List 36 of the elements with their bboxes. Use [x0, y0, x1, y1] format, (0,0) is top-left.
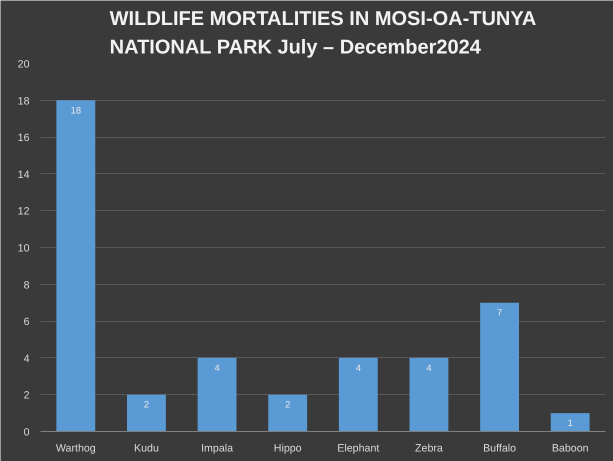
bar: [56, 100, 96, 432]
x-tick-label: Kudu: [134, 442, 159, 454]
x-tick-label: Warthog: [56, 442, 96, 454]
y-tick-label: 20: [18, 58, 30, 70]
y-tick-label: 16: [18, 132, 30, 144]
bar: [550, 413, 590, 432]
y-tick-label: 12: [18, 206, 30, 218]
x-tick-label: Impala: [201, 442, 234, 454]
y-tick-label: 6: [24, 316, 30, 328]
data-label: 7: [496, 308, 502, 318]
y-tick-label: 8: [24, 279, 30, 292]
y-tick-label: 14: [18, 168, 30, 181]
data-label: 1: [568, 418, 573, 428]
data-label: 4: [356, 362, 361, 373]
y-tick-label: 2: [24, 390, 30, 402]
bar: [338, 358, 378, 432]
y-tick-label: 18: [18, 95, 30, 108]
bar: [410, 358, 448, 432]
bar: [480, 302, 519, 432]
y-tick-label: 10: [18, 242, 30, 254]
x-tick-label: Elephant: [337, 442, 380, 454]
x-tick-label: Buffalo: [483, 442, 516, 454]
chart-title: WILDLIFE MORTALITIES IN MOSI-OA-TUNYA NATIONAL PARK July – December2024: [110, 8, 536, 58]
bar: [127, 394, 166, 432]
bar: [268, 394, 308, 432]
data-label: 2: [144, 400, 150, 410]
data-label: 4: [426, 362, 432, 373]
data-label: 18: [70, 105, 82, 116]
data-label: 4: [214, 362, 220, 373]
x-tick-label: Baboon: [552, 442, 589, 454]
bar: [198, 358, 236, 432]
data-label: 2: [285, 400, 290, 410]
x-tick-label: Zebra: [415, 442, 443, 454]
y-tick-label: 4: [24, 352, 30, 365]
y-tick-label: 0: [24, 426, 30, 438]
x-tick-label: Hippo: [274, 442, 302, 454]
